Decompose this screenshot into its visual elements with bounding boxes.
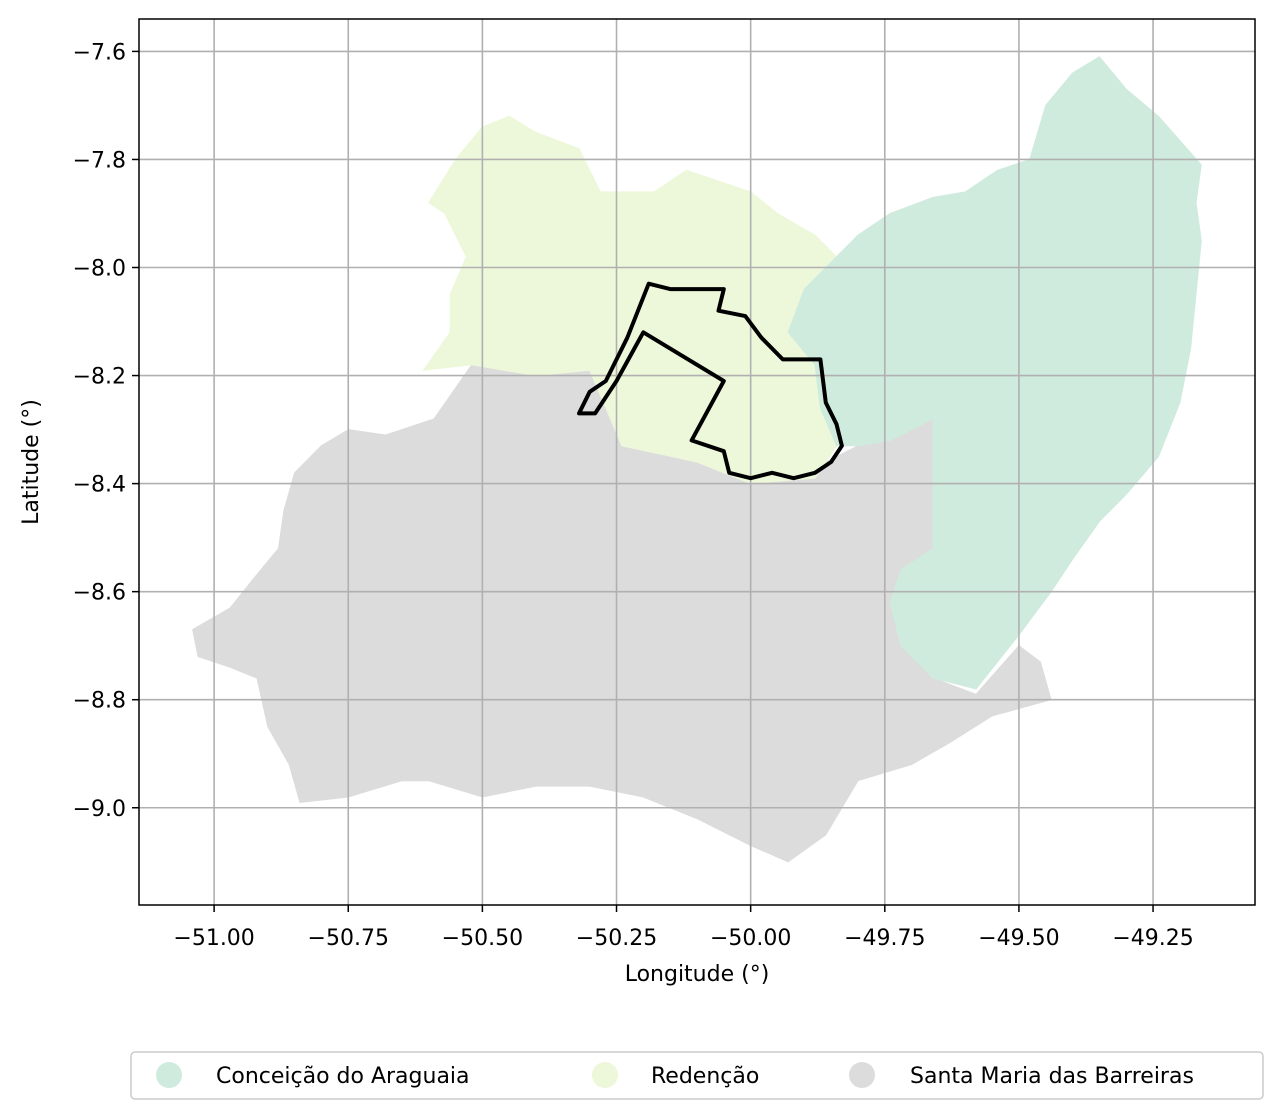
y-tick-label: −8.2 <box>73 365 126 390</box>
legend-box <box>130 1051 1264 1100</box>
y-tick-label: −9.0 <box>73 797 126 822</box>
grid-layer <box>139 19 1255 905</box>
legend-label-conceicao: Conceição do Araguaia <box>216 1064 470 1089</box>
outlined-area-boundary <box>577 281 844 481</box>
x-tick-label: −50.50 <box>442 926 523 951</box>
x-tick-label: −49.75 <box>844 926 925 951</box>
regions-layer <box>192 56 1202 863</box>
region-redencao <box>422 115 838 485</box>
legend-marker-santa-maria <box>849 1062 875 1088</box>
y-tick-label: −8.4 <box>73 473 126 498</box>
region-conceicao-do-araguaia <box>787 56 1202 690</box>
x-tick-label: −51.00 <box>173 926 254 951</box>
x-tick-label: −50.75 <box>308 926 389 951</box>
y-axis-label: Latitude (°) <box>19 399 44 525</box>
y-tick-label: −8.8 <box>73 689 126 714</box>
legend: Conceição do Araguaia Redenção Santa Mar… <box>130 1051 1264 1100</box>
outlined-area-layer <box>577 281 844 481</box>
x-tick-label: −50.25 <box>576 926 657 951</box>
legend-label-santa-maria: Santa Maria das Barreiras <box>910 1064 1194 1089</box>
x-ticks: −51.00 −50.75 −50.50 −50.25 −50.00 −49.75 −49.… <box>173 905 1194 951</box>
y-tick-label: −7.6 <box>73 40 126 65</box>
y-tick-label: −8.0 <box>73 257 126 282</box>
plot-frame <box>138 18 1256 906</box>
x-tick-label: −50.00 <box>710 926 791 951</box>
legend-label-redencao: Redenção <box>651 1064 759 1089</box>
x-tick-label: −49.50 <box>978 926 1059 951</box>
x-axis-label: Longitude (°) <box>625 962 770 987</box>
y-tick-label: −7.8 <box>73 148 126 173</box>
y-tick-label: −8.6 <box>73 581 126 606</box>
x-tick-label: −49.25 <box>1112 926 1193 951</box>
y-ticks: −7.6 −7.8 −8.0 −8.2 −8.4 −8.6 −8.8 −9.0 <box>73 40 139 822</box>
legend-marker-conceicao <box>156 1062 182 1088</box>
legend-marker-redencao <box>592 1062 618 1088</box>
